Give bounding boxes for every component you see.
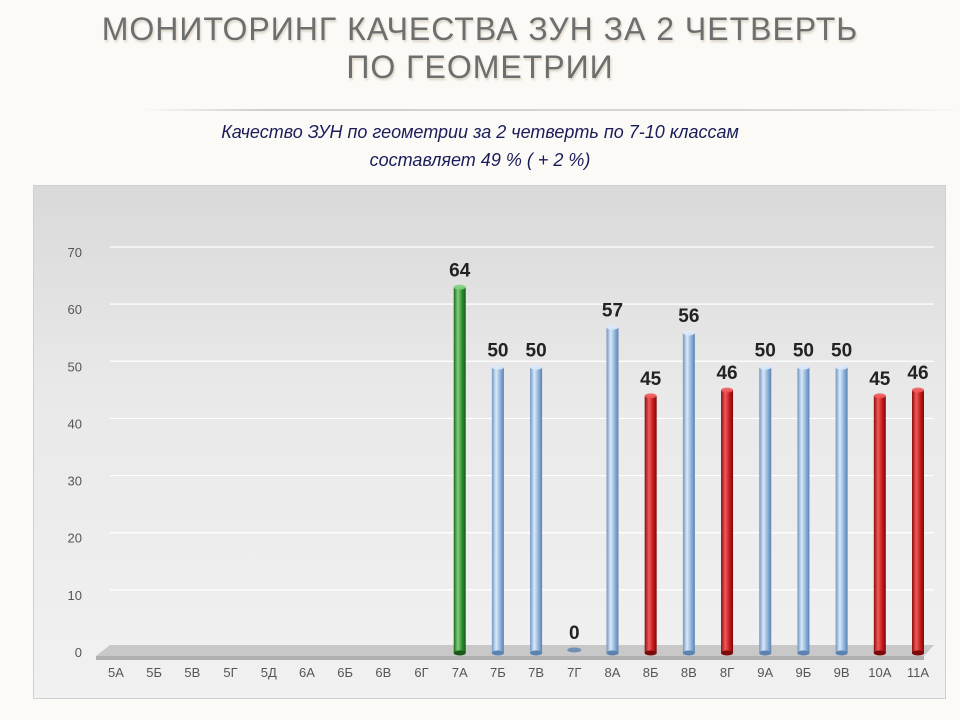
- bar: [453, 287, 466, 653]
- bar-base: [912, 650, 924, 656]
- bar-base: [682, 650, 695, 656]
- bar-cap: [530, 364, 543, 370]
- x-tick-label: 7Г: [567, 665, 581, 680]
- bar-cap: [759, 364, 772, 370]
- bar: [797, 367, 810, 653]
- x-tick-label: 7Б: [490, 665, 506, 680]
- bar-base: [491, 650, 504, 656]
- bar-cap: [835, 364, 848, 370]
- title-divider: [140, 109, 960, 111]
- bar-base: [797, 650, 810, 656]
- y-tick-label: 40: [68, 416, 82, 431]
- subtitle-line-2: составляет 49 % ( + 2 %): [369, 150, 591, 170]
- x-tick-label: 5Г: [223, 665, 237, 680]
- x-tick-label: 9А: [757, 665, 773, 680]
- data-label: 45: [869, 369, 891, 390]
- x-tick-label: 9Б: [796, 665, 812, 680]
- x-tick-label: 8А: [605, 665, 621, 680]
- data-label: 50: [755, 340, 776, 361]
- x-tick-label: 10А: [868, 665, 891, 680]
- x-tick-label: 8Г: [720, 665, 734, 680]
- bar-base: [530, 650, 543, 656]
- bar: [873, 395, 886, 653]
- data-label: 50: [526, 340, 547, 361]
- y-tick-label: 70: [68, 245, 82, 260]
- data-label: 45: [640, 369, 662, 390]
- bar-base: [873, 650, 886, 656]
- slide-title-line-1: Мониторинг качества ЗУН за 2 четверть: [101, 11, 859, 47]
- data-label: 64: [449, 260, 471, 281]
- x-tick-label: 7В: [528, 665, 544, 680]
- bar-cap: [644, 393, 657, 399]
- data-label: 0: [569, 623, 580, 644]
- slide-title: Мониторинг качества ЗУН за 2 четверть по…: [0, 10, 960, 86]
- x-tick-label: 5А: [108, 665, 124, 680]
- bar-cap: [721, 387, 734, 393]
- bar-cap: [873, 393, 886, 399]
- x-tick-label: 6В: [375, 665, 391, 680]
- bar: [912, 390, 924, 653]
- bar-cap: [491, 364, 504, 370]
- data-label: 57: [602, 300, 623, 321]
- x-tick-label: 11А: [907, 665, 929, 680]
- y-tick-label: 10: [68, 588, 82, 603]
- y-tick-label: 50: [68, 359, 82, 374]
- data-label: 56: [678, 306, 699, 327]
- x-tick-label: 5В: [184, 665, 200, 680]
- bar-cap: [453, 284, 466, 290]
- bar: [530, 367, 543, 653]
- bar-chart: 0 10 20 30 40 50 60 70 5А 5Б 5В 5Г 5Д 6А 6Б 6В 6Г 7А 7Б 7В 7…: [68, 245, 934, 680]
- data-label: 46: [907, 363, 928, 384]
- data-label: 50: [831, 340, 852, 361]
- bar-base: [453, 650, 466, 656]
- bar-marker: [567, 647, 582, 653]
- bar: [606, 327, 619, 653]
- bar: [644, 395, 657, 653]
- bar: [682, 333, 695, 653]
- x-tick-label: 6Б: [337, 665, 353, 680]
- slide-title-line-2: по геометрии: [346, 49, 614, 85]
- y-tick-label: 0: [75, 645, 82, 660]
- bar-base: [835, 650, 848, 656]
- bar-base: [721, 650, 734, 656]
- x-tick-label: 6А: [299, 665, 315, 680]
- y-tick-label: 30: [68, 474, 82, 489]
- y-tick-label: 20: [68, 531, 82, 546]
- x-tick-label: 8В: [681, 665, 697, 680]
- data-label: 50: [487, 340, 508, 361]
- chart-subtitle: Качество ЗУН по геометрии за 2 четверть …: [0, 118, 960, 174]
- x-tick-label: 5Б: [146, 665, 162, 680]
- bar-cap: [912, 387, 924, 393]
- chart-area: [34, 186, 945, 698]
- bar-cap: [797, 364, 810, 370]
- bar: [721, 390, 734, 653]
- bar: [759, 367, 772, 653]
- x-tick-label: 9В: [834, 665, 850, 680]
- bar-base: [759, 650, 772, 656]
- bar-cap: [606, 324, 619, 330]
- chart-floor-edge: [96, 656, 924, 660]
- x-tick-label: 6Г: [414, 665, 428, 680]
- data-label: 46: [716, 363, 737, 384]
- bar: [491, 367, 504, 653]
- bar-base: [606, 650, 619, 656]
- subtitle-line-1: Качество ЗУН по геометрии за 2 четверть …: [221, 122, 739, 142]
- y-tick-label: 60: [68, 302, 82, 317]
- x-tick-label: 8Б: [643, 665, 659, 680]
- x-tick-label: 5Д: [261, 665, 277, 680]
- bar-cap: [682, 330, 695, 336]
- bar-base: [644, 650, 657, 656]
- bar: [835, 367, 848, 653]
- x-tick-label: 7А: [452, 665, 468, 680]
- data-label: 50: [793, 340, 814, 361]
